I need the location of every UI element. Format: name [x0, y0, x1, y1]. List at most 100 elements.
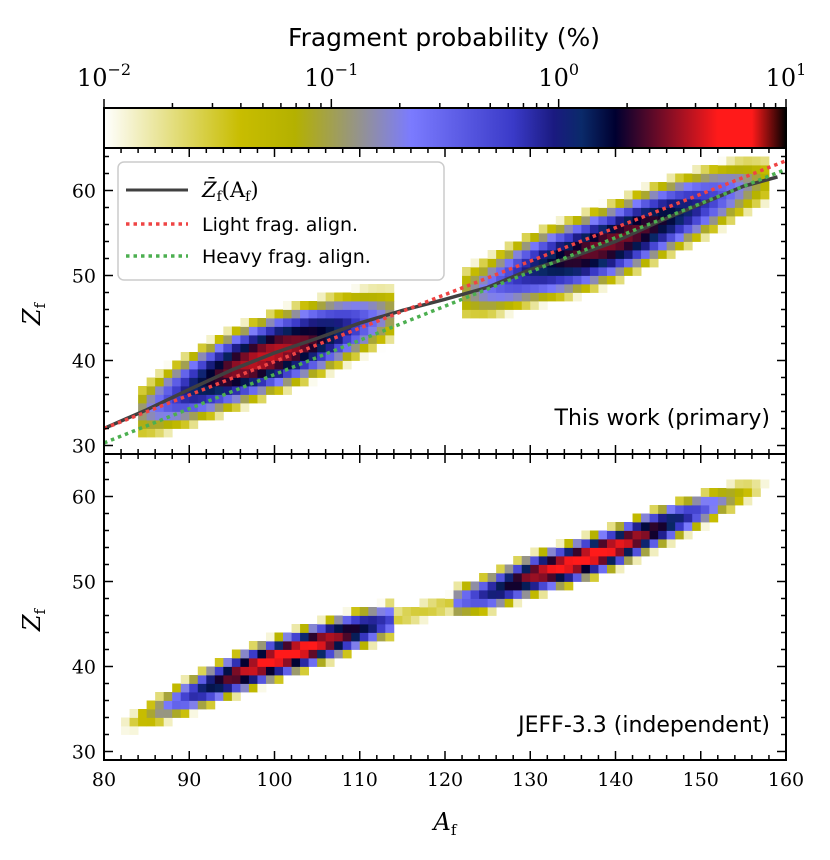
heatmap-cell [265, 369, 275, 378]
heatmap-cell [300, 624, 309, 633]
heatmap-cell [283, 301, 292, 310]
heatmap-cell [547, 292, 557, 302]
heatmap-cell [530, 258, 540, 268]
heatmap-cell [470, 598, 480, 608]
heatmap-cell [683, 199, 693, 208]
heatmap-cell [325, 301, 335, 310]
heatmap-cell [342, 624, 352, 633]
heatmap-cell [470, 590, 480, 599]
heatmap-cell [530, 564, 540, 574]
heatmap-cell [530, 301, 540, 310]
ylabel-bottom: Zf [18, 607, 49, 632]
heatmap-cell [760, 182, 770, 191]
heatmap-cell [726, 199, 736, 208]
heatmap-cell [155, 428, 165, 438]
heatmap-cell [283, 335, 292, 344]
heatmap-cell [206, 360, 216, 370]
heatmap-cell [180, 403, 190, 412]
heatmap-cell [155, 403, 165, 412]
heatmap-cell [214, 411, 224, 421]
heatmap-cell [138, 717, 148, 727]
heatmap-cell [760, 156, 770, 166]
heatmap-cell [410, 607, 420, 616]
heatmap-cell [325, 632, 335, 642]
heatmap-cell [513, 573, 523, 582]
heatmap-cell [155, 700, 165, 710]
heatmap-cell [658, 207, 668, 217]
heatmap-cell [487, 267, 497, 276]
heatmap-cell [376, 598, 386, 608]
heatmap-cell [265, 658, 275, 667]
heatmap-cell [743, 156, 753, 166]
colorbar-tick-label: 101 [766, 60, 807, 92]
heatmap-cell [172, 709, 182, 718]
heatmap-cell [589, 216, 599, 225]
heatmap-cell [521, 292, 531, 302]
heatmap-cell [487, 292, 497, 302]
heatmap-cell [214, 386, 224, 395]
heatmap-cell [496, 590, 506, 599]
heatmap-cell [223, 666, 233, 676]
heatmap-cell [163, 360, 173, 370]
heatmap-cell [385, 624, 395, 633]
heatmap-cell [385, 284, 395, 293]
heatmap-cell [291, 318, 301, 327]
heatmap-cell [189, 700, 199, 710]
heatmap-cell [163, 403, 173, 412]
heatmap-cell [717, 173, 727, 183]
heatmap-cell [598, 250, 608, 259]
heatmap-cell [155, 692, 165, 701]
heatmap-cell [146, 709, 156, 718]
heatmap-cell [726, 156, 736, 166]
heatmap-cell [274, 632, 284, 642]
heatmap-cell [624, 199, 633, 208]
heatmap-cell [172, 369, 182, 378]
heatmap-cell [692, 505, 702, 514]
heatmap-cell [368, 641, 378, 650]
heatmap-cell [138, 411, 148, 421]
heatmap-cell [615, 556, 625, 565]
heatmap-cell [138, 403, 148, 412]
heatmap-cell [615, 267, 625, 276]
heatmap-cell [283, 641, 292, 650]
heatmap-cell [751, 488, 761, 497]
heatmap-cell [726, 207, 736, 217]
heatmap-cell [589, 547, 599, 557]
heatmap-cell [180, 377, 190, 387]
heatmap-cell [291, 658, 301, 667]
heatmap-cell [675, 505, 685, 514]
heatmap-cell [598, 539, 608, 548]
heatmap-cell [530, 233, 540, 242]
heatmap-cell [206, 411, 216, 421]
heatmap-cell [717, 224, 727, 234]
heatmap-cell [751, 182, 761, 191]
ylabel-top-main: Z [18, 307, 46, 326]
heatmap-cell [683, 173, 693, 183]
heatmap-cell [368, 309, 378, 319]
heatmap-cell [538, 301, 548, 310]
heatmap-cell [743, 496, 753, 506]
heatmap-cell [530, 556, 540, 565]
x-tick-label: 80 [92, 769, 116, 791]
heatmap-cell [692, 224, 702, 234]
heatmap-cell [197, 411, 207, 421]
heatmap-cell [223, 360, 233, 370]
heatmap-cell [334, 301, 344, 310]
heatmap-cell [334, 632, 344, 642]
heatmap-cell [206, 369, 216, 378]
heatmap-cell [615, 250, 625, 259]
heatmap-cell [606, 530, 616, 540]
heatmap-cell [274, 309, 284, 319]
heatmap-cell [632, 224, 642, 234]
heatmap-cell [572, 267, 582, 276]
heatmap-cell [300, 326, 309, 336]
heatmap-cell [487, 309, 497, 319]
heatmap-cell [632, 513, 642, 523]
heatmap-cell [734, 199, 744, 208]
heatmap-cell [564, 556, 574, 565]
heatmap-cell [649, 250, 659, 259]
heatmap-cell [692, 513, 702, 523]
heatmap-cell [291, 301, 301, 310]
heatmap-cell [470, 275, 480, 285]
